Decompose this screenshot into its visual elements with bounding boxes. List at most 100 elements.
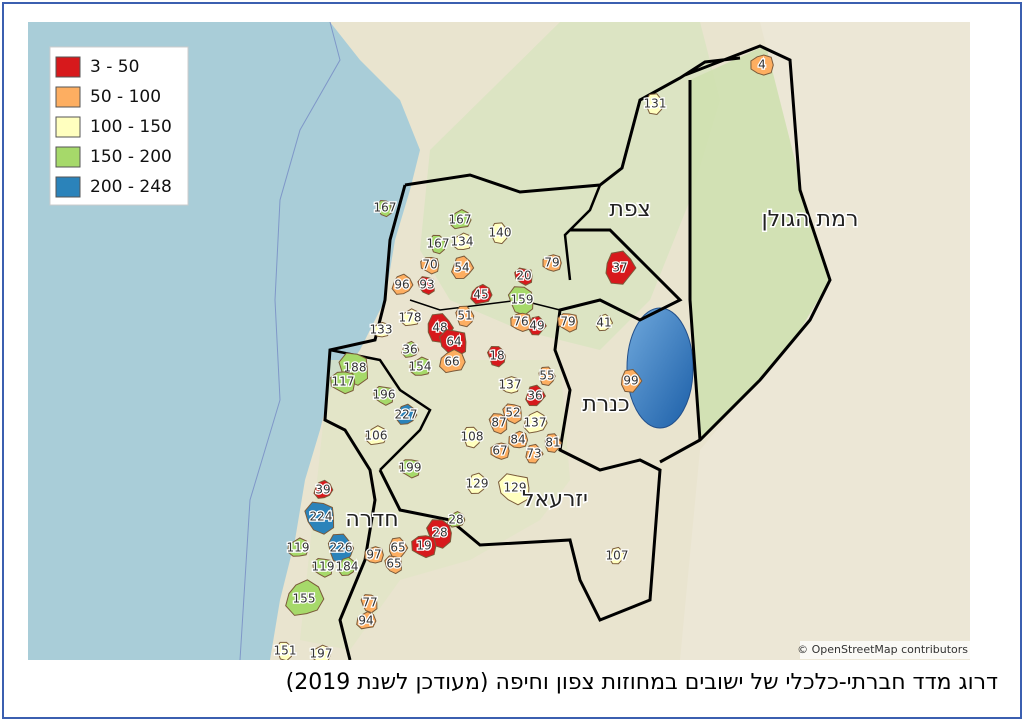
settlement-rank: 81 bbox=[545, 436, 560, 450]
settlement-area bbox=[360, 594, 378, 614]
settlement-area bbox=[490, 442, 510, 460]
settlement-area bbox=[287, 537, 310, 557]
settlement-area bbox=[595, 313, 614, 332]
settlement-rank: 66 bbox=[444, 355, 459, 369]
settlement-rank: 87 bbox=[491, 416, 506, 430]
settlement-rank: 70 bbox=[422, 258, 437, 272]
settlement-area bbox=[376, 199, 392, 218]
settlement-area bbox=[525, 384, 547, 407]
settlement-rank: 167 bbox=[449, 213, 472, 227]
settlement-rank: 97 bbox=[366, 548, 381, 562]
settlement-area bbox=[528, 315, 547, 336]
district-label: חדרה bbox=[345, 507, 398, 532]
settlement-rank: 18 bbox=[489, 349, 504, 363]
settlement-area bbox=[401, 340, 420, 358]
settlement-rank: 93 bbox=[419, 278, 434, 292]
legend-label: 100 - 150 bbox=[90, 117, 172, 137]
settlement-area bbox=[356, 611, 377, 630]
legend-swatch bbox=[55, 176, 81, 198]
settlement-area bbox=[285, 579, 325, 616]
settlement-area bbox=[428, 234, 447, 255]
settlement-area bbox=[502, 403, 522, 425]
settlement-rank: 129 bbox=[504, 481, 527, 495]
settlement-rank: 54 bbox=[454, 261, 469, 275]
settlement-rank: 155 bbox=[293, 592, 316, 606]
settlement-area bbox=[620, 368, 643, 393]
settlement-rank: 76 bbox=[513, 315, 528, 329]
settlement-area bbox=[490, 222, 510, 245]
settlement-rank: 107 bbox=[606, 549, 629, 563]
settlement-area bbox=[391, 273, 414, 295]
settlement-area bbox=[605, 250, 637, 285]
settlement-rank: 4 bbox=[758, 58, 766, 72]
settlement-area bbox=[439, 348, 466, 374]
settlement-rank: 45 bbox=[473, 288, 488, 302]
settlement-area bbox=[420, 256, 440, 275]
settlement-rank: 119 bbox=[312, 560, 335, 574]
settlement-area bbox=[311, 644, 332, 660]
settlement-area bbox=[373, 385, 394, 406]
settlement-rank: 36 bbox=[527, 389, 542, 403]
legend-label: 3 - 50 bbox=[90, 57, 139, 77]
settlement-area bbox=[507, 286, 534, 316]
settlement-rank: 199 bbox=[399, 461, 422, 475]
settlement-area bbox=[462, 426, 482, 449]
settlement-rank: 178 bbox=[399, 311, 422, 325]
settlement-rank: 137 bbox=[499, 378, 522, 392]
settlement-rank: 184 bbox=[336, 560, 359, 574]
settlement-area bbox=[455, 305, 475, 328]
settlement-rank: 188 bbox=[344, 361, 367, 375]
settlement-rank: 20 bbox=[516, 269, 531, 283]
settlement-rank: 51 bbox=[457, 309, 472, 323]
settlement-area bbox=[337, 556, 358, 577]
settlement-area bbox=[304, 501, 335, 535]
settlement-area bbox=[395, 403, 418, 425]
settlement-area bbox=[497, 473, 530, 506]
settlement-area bbox=[384, 555, 403, 575]
legend-label: 50 - 100 bbox=[90, 87, 161, 107]
settlement-rank: 167 bbox=[374, 201, 397, 215]
settlement-rank: 151 bbox=[274, 644, 297, 658]
settlement-area bbox=[486, 345, 506, 368]
settlement-area bbox=[466, 472, 489, 495]
settlement-area bbox=[417, 276, 435, 296]
settlement-rank: 159 bbox=[511, 293, 534, 307]
settlement-area bbox=[365, 425, 388, 446]
settlement-rank: 227 bbox=[395, 408, 418, 422]
legend-label: 150 - 200 bbox=[90, 147, 172, 167]
legend-swatch bbox=[55, 116, 81, 138]
settlement-area bbox=[312, 557, 333, 578]
settlement-rank: 52 bbox=[505, 406, 520, 420]
settlement-area bbox=[449, 209, 472, 230]
settlement-area bbox=[364, 546, 384, 564]
settlement-area bbox=[372, 321, 391, 338]
settlement-area bbox=[330, 371, 356, 395]
settlement-rank: 36 bbox=[402, 343, 417, 357]
settlement-area bbox=[451, 255, 475, 280]
settlement-area bbox=[510, 312, 532, 333]
settlement-rank: 64 bbox=[446, 335, 461, 349]
settlement-rank: 117 bbox=[332, 375, 355, 389]
settlement-area bbox=[409, 356, 432, 376]
settlement-rank: 28 bbox=[432, 526, 447, 540]
attribution: © OpenStreetMap contributors bbox=[797, 643, 968, 656]
settlement-area bbox=[514, 267, 533, 286]
district-labels: צפת רמת הגולן כנרת יזרעאל חדרה bbox=[344, 196, 860, 534]
settlement-rank: 106 bbox=[365, 429, 388, 443]
settlement-area bbox=[645, 93, 665, 116]
settlement-area bbox=[523, 410, 548, 434]
settlement-rank: 119 bbox=[287, 541, 310, 555]
settlement-rank: 197 bbox=[310, 647, 333, 661]
settlement-rank: 154 bbox=[409, 360, 432, 374]
settlement-area bbox=[508, 430, 529, 449]
settlement-rank: 79 bbox=[544, 256, 559, 270]
legend-swatch bbox=[55, 146, 81, 168]
settlement-area bbox=[313, 479, 334, 499]
settlement-rank: 73 bbox=[526, 447, 541, 461]
district-label: רמת הגולן bbox=[762, 207, 859, 232]
district-label: צפת bbox=[609, 197, 650, 222]
